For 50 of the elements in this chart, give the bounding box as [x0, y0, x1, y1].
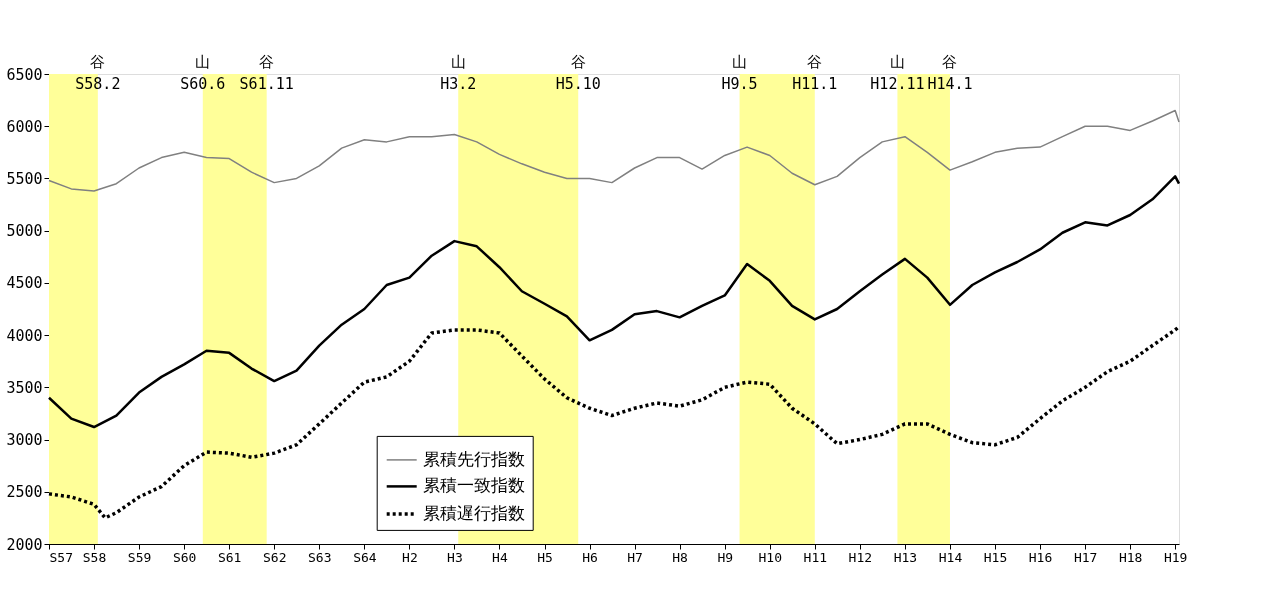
line-series: [48, 109, 1180, 192]
x-tick-label: H16: [1028, 549, 1053, 565]
annotation: 谷 S61.11: [239, 53, 294, 93]
y-tick-label: 5500: [6, 169, 43, 188]
y-tick-label: 3500: [6, 378, 43, 397]
y-tick-label: 6500: [6, 65, 43, 84]
x-tick-label: S63: [307, 549, 332, 565]
y-tick-label: 6000: [6, 117, 43, 136]
x-tick-label: H14: [938, 549, 963, 565]
y-tick-label: 4000: [6, 326, 43, 345]
x-tick-label: S58: [82, 549, 107, 565]
annotation: 谷 H5.10: [555, 53, 601, 93]
x-tick-label: H7: [627, 549, 643, 565]
x-tick-label: H13: [893, 549, 918, 565]
x-tick-label: H10: [758, 549, 783, 565]
x-tick-label: S64: [353, 549, 377, 565]
x-tick-label: H15: [983, 549, 1008, 565]
y-tick-label: 2500: [6, 483, 43, 502]
legend-label: 累積先行指数: [422, 448, 525, 469]
x-tick-label: H3: [447, 549, 463, 565]
annotation: 山 H12.11: [870, 53, 925, 93]
x-tick-label: H2: [402, 549, 418, 565]
y-tick-label: 3000: [6, 431, 43, 450]
x-tick-label: H19: [1163, 549, 1188, 565]
x-tick-label: H8: [672, 549, 688, 565]
x-tick-label: H18: [1118, 549, 1143, 565]
x-tick-label: S62: [262, 549, 287, 565]
annotation: 山 H9.5: [721, 53, 758, 93]
y-tick-label: 2000: [6, 535, 43, 554]
line-series: [47, 175, 1181, 429]
x-tick-label: H5: [537, 549, 553, 565]
y-tick-label: 4500: [6, 274, 43, 293]
x-tick-label: H11: [803, 549, 828, 565]
annotation: 山 H3.2: [440, 53, 477, 93]
legend-label: 累積一致指数: [422, 475, 525, 496]
x-tick-label: H6: [582, 549, 598, 565]
x-tick-label: S59: [127, 549, 152, 565]
x-tick-label: S60: [172, 549, 197, 565]
annotation: 谷 H14.1: [927, 53, 973, 93]
x-tick-label: S61: [217, 549, 242, 565]
x-tick-label: H4: [492, 549, 508, 565]
annotation: 谷 S58.2: [75, 53, 121, 93]
x-tick-label: H17: [1073, 549, 1098, 565]
x-tick-label: H9: [717, 549, 734, 565]
annotation: 山 S60.6: [180, 53, 226, 93]
x-tick-label: S57: [49, 549, 73, 565]
legend-label: 累積遅行指数: [422, 502, 525, 523]
annotation: 谷 H11.1: [792, 53, 838, 93]
x-tick-label: H12: [848, 549, 873, 565]
y-tick-label: 5000: [6, 222, 43, 241]
